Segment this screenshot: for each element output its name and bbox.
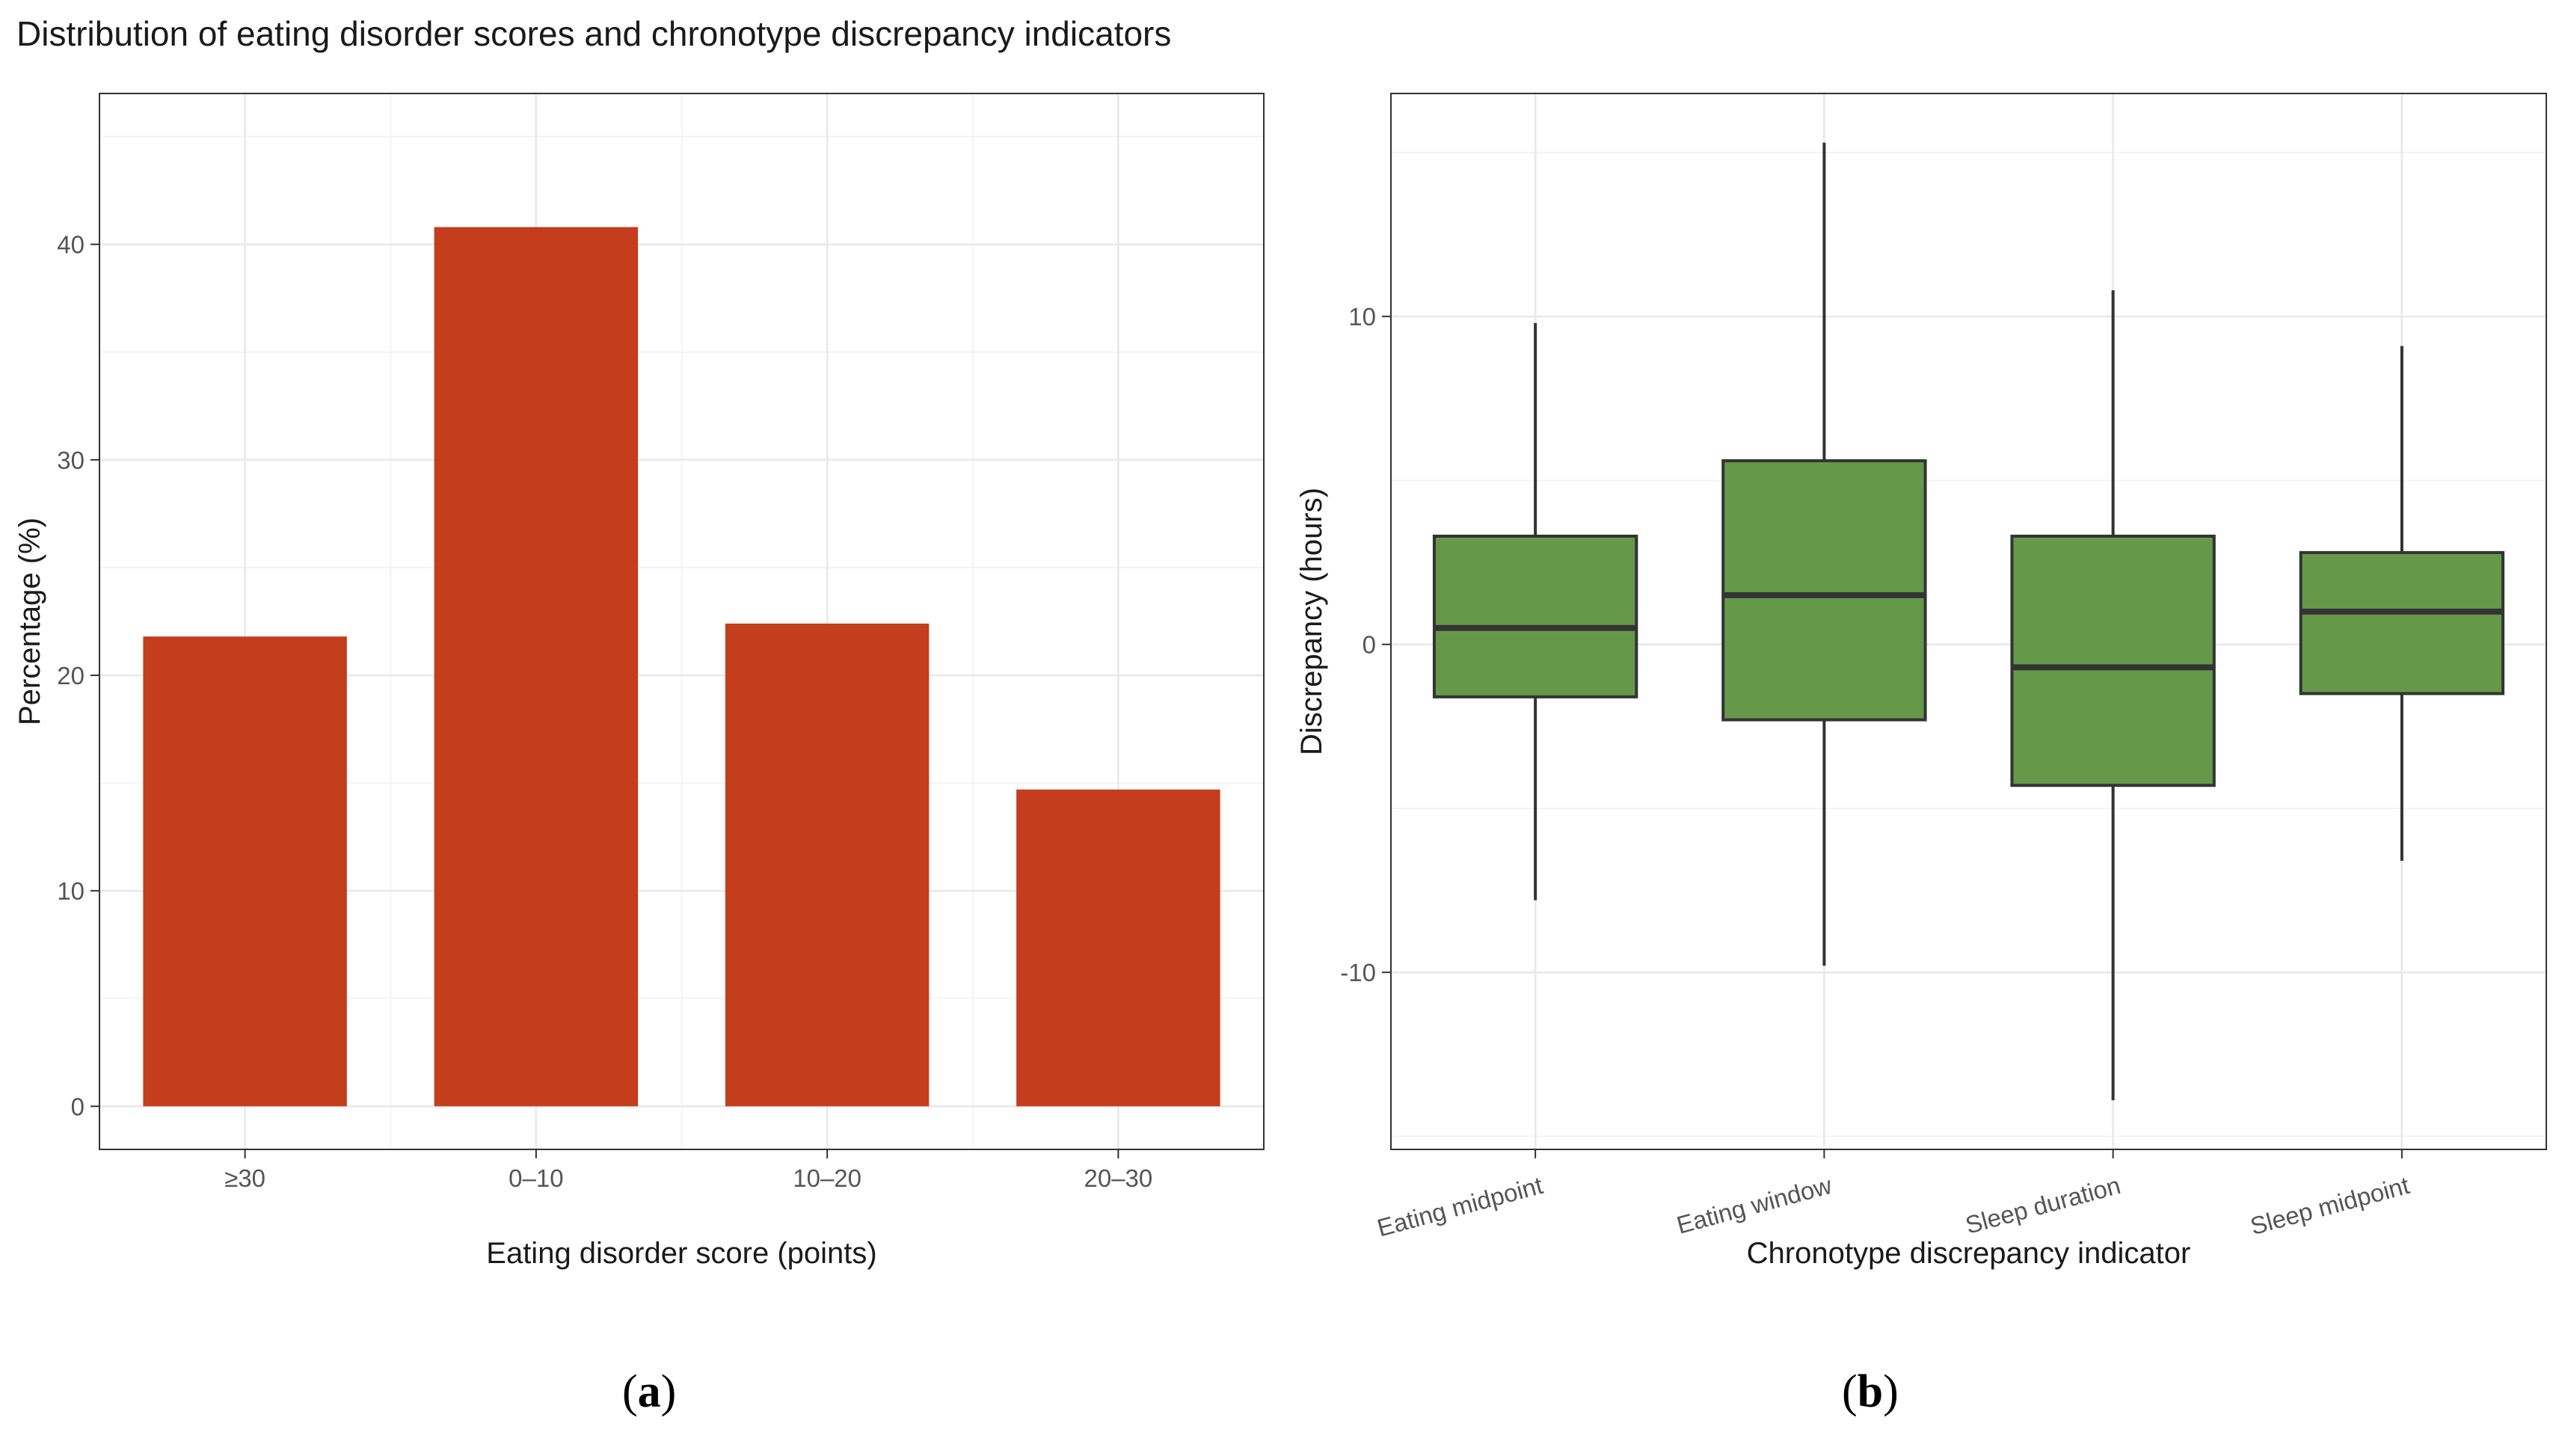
box-4-iqr xyxy=(2299,550,2505,695)
panel-a-y-tick-label: 30 xyxy=(57,446,85,474)
panel-b-chart: -10 0 10 Eating midpoint Eating window Sleep … xyxy=(1295,93,2547,1270)
panel-a-letter: a xyxy=(637,1366,661,1417)
panel-a-x-axis-label: Eating disorder score (points) xyxy=(486,1237,876,1270)
figure-title: Distribution of eating disorder scores a… xyxy=(16,14,1172,53)
panel-a-x-tick-label: 10–20 xyxy=(793,1164,861,1192)
panel-a-y-tick-label: 10 xyxy=(57,877,85,905)
bar-2 xyxy=(434,227,639,1107)
panel-b-letter: b xyxy=(1857,1366,1884,1417)
box-2-iqr xyxy=(1721,459,1927,722)
panel-a-y-axis-label: Percentage (%) xyxy=(13,517,46,725)
panel-a-label: (a) xyxy=(622,1366,677,1417)
bar-1 xyxy=(143,636,347,1107)
panel-b-x-tick-label: Eating midpoint xyxy=(1374,1171,1546,1242)
panel-b-y-tick-label: -10 xyxy=(1340,959,1376,986)
panel-b-plot-border xyxy=(1390,93,2547,1150)
panel-a-y-tick-label: 40 xyxy=(57,231,85,259)
bar-3 xyxy=(725,623,930,1107)
box-1 xyxy=(1432,322,1638,900)
panel-b-y-tick-label: 0 xyxy=(1363,631,1376,659)
panel-b-x-tick-label: Eating window xyxy=(1674,1171,1834,1239)
panel-b-x-tick-label: Sleep midpoint xyxy=(2247,1171,2412,1240)
panel-b-x-tick-label: Sleep duration xyxy=(1962,1171,2123,1239)
panel-a-y-tick-label: 20 xyxy=(57,662,85,689)
panel-a-y-tick-label: 0 xyxy=(71,1093,85,1120)
panel-b-y-tick-label: 10 xyxy=(1348,303,1376,331)
panel-a-x-tick-label: 0–10 xyxy=(509,1164,563,1192)
box-4 xyxy=(2299,345,2505,861)
panel-a-x-tick-label: ≥30 xyxy=(224,1164,265,1192)
box-3-iqr xyxy=(2010,534,2216,787)
box-1-iqr xyxy=(1432,534,1638,698)
bar-4 xyxy=(1016,789,1220,1107)
panel-a-chart: 0 10 20 30 40 ≥30 0–10 10–20 20–30 Eating disorde… xyxy=(13,93,1265,1270)
panel-b-y-axis-label: Discrepancy (hours) xyxy=(1295,488,1328,755)
box-3 xyxy=(2010,290,2216,1101)
panel-b-label: (b) xyxy=(1842,1366,1899,1417)
panel-a-plot-border xyxy=(99,93,1265,1150)
panel-a-x-tick-label: 20–30 xyxy=(1084,1164,1152,1192)
box-2 xyxy=(1721,142,1927,966)
panel-b-x-axis-label: Chronotype discrepancy indicator xyxy=(1747,1237,2191,1270)
